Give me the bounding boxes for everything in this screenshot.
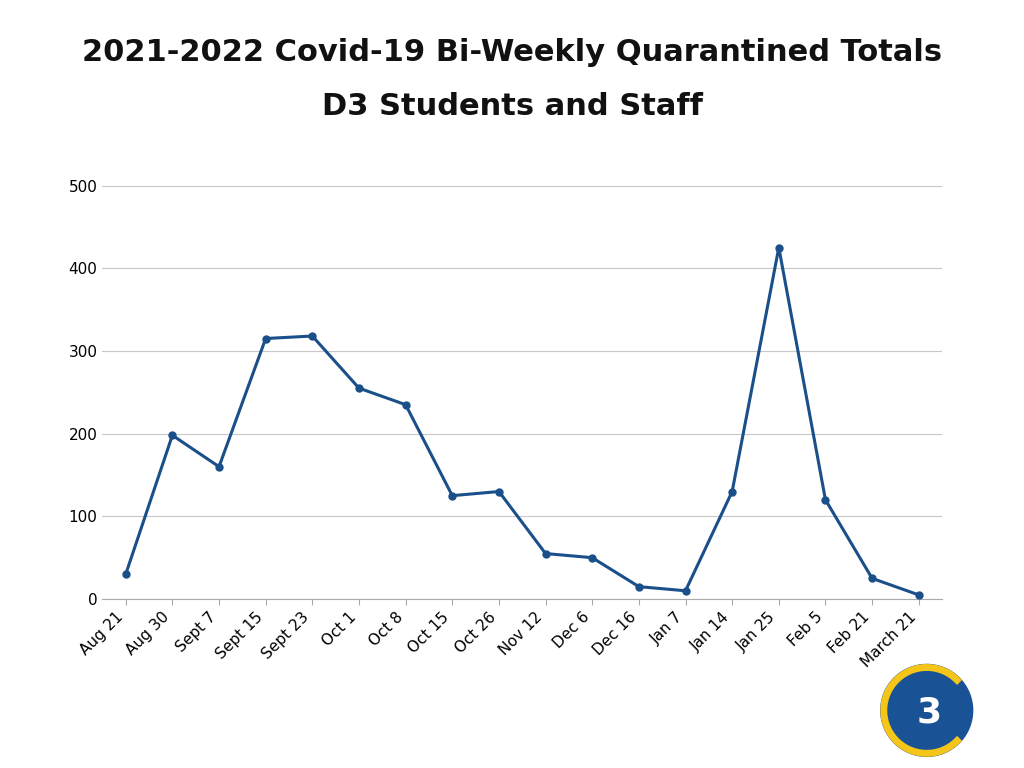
Text: 2021-2022 Covid-19 Bi-Weekly Quarantined Totals: 2021-2022 Covid-19 Bi-Weekly Quarantined… — [82, 38, 942, 68]
Circle shape — [881, 664, 973, 756]
Text: D3 Students and Staff: D3 Students and Staff — [322, 92, 702, 121]
Text: 3: 3 — [916, 695, 941, 730]
